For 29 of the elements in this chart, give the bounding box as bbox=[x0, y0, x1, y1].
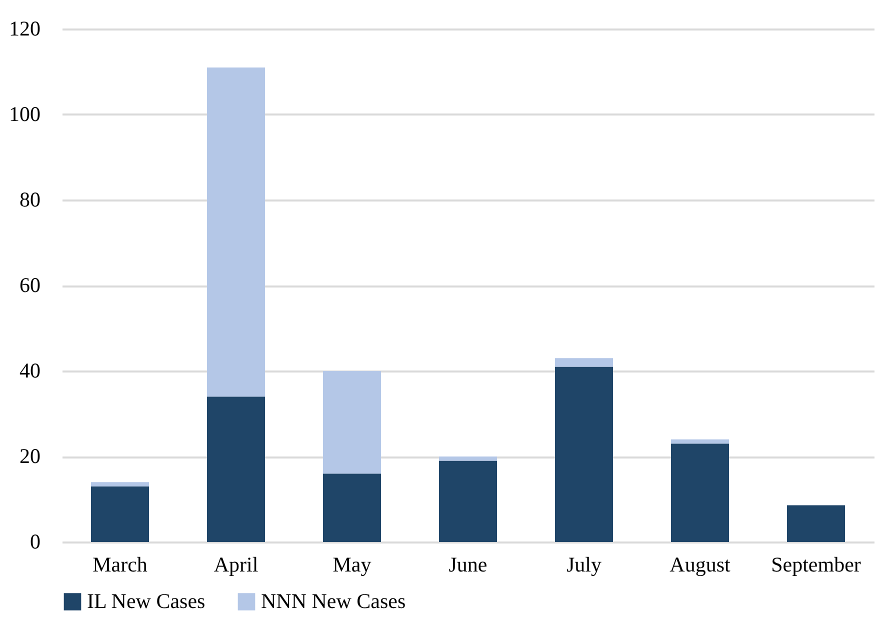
bar bbox=[671, 444, 729, 542]
x-tick-label: April bbox=[214, 552, 258, 576]
y-tick-label: 60 bbox=[20, 273, 40, 297]
legend-label: NNN New Cases bbox=[261, 588, 406, 613]
y-tick-label: 20 bbox=[20, 444, 40, 468]
y-tick-label: 80 bbox=[20, 188, 40, 212]
y-tick-label: 40 bbox=[20, 358, 40, 382]
bar bbox=[207, 396, 265, 542]
bar bbox=[91, 482, 149, 486]
bar bbox=[207, 67, 265, 397]
y-tick-label: 100 bbox=[9, 102, 40, 126]
x-tick-label: May bbox=[332, 552, 372, 576]
x-tick-label: June bbox=[448, 552, 488, 576]
x-tick-label: September bbox=[771, 552, 861, 576]
bar bbox=[787, 505, 845, 542]
bar bbox=[323, 474, 381, 542]
bar bbox=[323, 371, 381, 474]
legend-label: IL New Cases bbox=[87, 588, 206, 613]
x-tick-label: July bbox=[566, 552, 602, 576]
x-tick-label: August bbox=[670, 552, 730, 576]
bar bbox=[671, 439, 729, 444]
bar bbox=[91, 486, 149, 542]
y-tick-label: 120 bbox=[9, 16, 40, 40]
y-tick-label: 0 bbox=[30, 530, 40, 554]
bar bbox=[439, 460, 497, 542]
bar bbox=[555, 358, 613, 367]
x-tick-label: March bbox=[92, 552, 148, 576]
bar bbox=[555, 366, 613, 542]
bar bbox=[439, 456, 497, 461]
